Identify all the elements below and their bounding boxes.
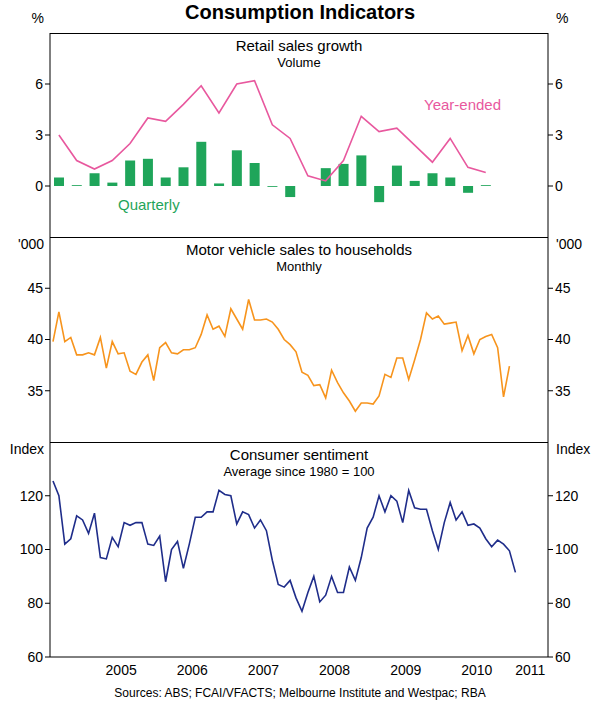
html-text:Index: Index	[9, 441, 44, 457]
html-text:Retail sales growth: Retail sales growth	[235, 37, 363, 54]
svg-text:100: 100	[555, 541, 579, 557]
svg-text:45: 45	[27, 280, 43, 296]
svg-text:120: 120	[555, 488, 579, 504]
svg-text:80: 80	[27, 595, 43, 611]
html-text:Motor vehicle sales to househo: Motor vehicle sales to households	[186, 241, 412, 258]
svg-text:0: 0	[35, 178, 43, 194]
html-text:Average since 1980 = 100: Average since 1980 = 100	[223, 464, 375, 479]
html-text:'000: '000	[556, 236, 582, 252]
svg-text:0: 0	[555, 178, 563, 194]
svg-text:40: 40	[27, 331, 43, 347]
svg-text:2006: 2006	[177, 662, 208, 678]
html-text:Sources: ABS; FCAI/VFACTS; Mel: Sources: ABS; FCAI/VFACTS; Melbourne Ins…	[114, 686, 486, 700]
html-text:Year-ended: Year-ended	[424, 96, 501, 113]
svg-text:3: 3	[35, 127, 43, 143]
svg-text:2011: 2011	[515, 662, 545, 678]
svg-text:35: 35	[27, 383, 43, 399]
svg-text:60: 60	[555, 649, 571, 665]
html-text:Consumption Indicators: Consumption Indicators	[185, 1, 415, 23]
html-text:Index: Index	[556, 441, 591, 457]
svg-text:45: 45	[555, 280, 571, 296]
svg-text:2005: 2005	[106, 662, 137, 678]
html-text:Volume: Volume	[277, 55, 321, 70]
svg-text:35: 35	[555, 383, 571, 399]
html-text:Consumer sentiment: Consumer sentiment	[229, 446, 369, 463]
html-text:Quarterly: Quarterly	[118, 196, 180, 213]
svg-text:6: 6	[555, 76, 563, 92]
svg-text:60: 60	[27, 649, 43, 665]
svg-text:40: 40	[555, 331, 571, 347]
html-text:'000: '000	[18, 236, 44, 252]
svg-text:2010: 2010	[461, 662, 492, 678]
svg-text:100: 100	[20, 541, 44, 557]
html-text:Monthly: Monthly	[276, 259, 322, 274]
svg-text:2007: 2007	[248, 662, 279, 678]
svg-text:2008: 2008	[319, 662, 350, 678]
svg-text:6: 6	[35, 76, 43, 92]
svg-text:80: 80	[555, 595, 571, 611]
svg-text:3: 3	[555, 127, 563, 143]
svg-text:120: 120	[20, 488, 44, 504]
svg-text:2009: 2009	[390, 662, 421, 678]
